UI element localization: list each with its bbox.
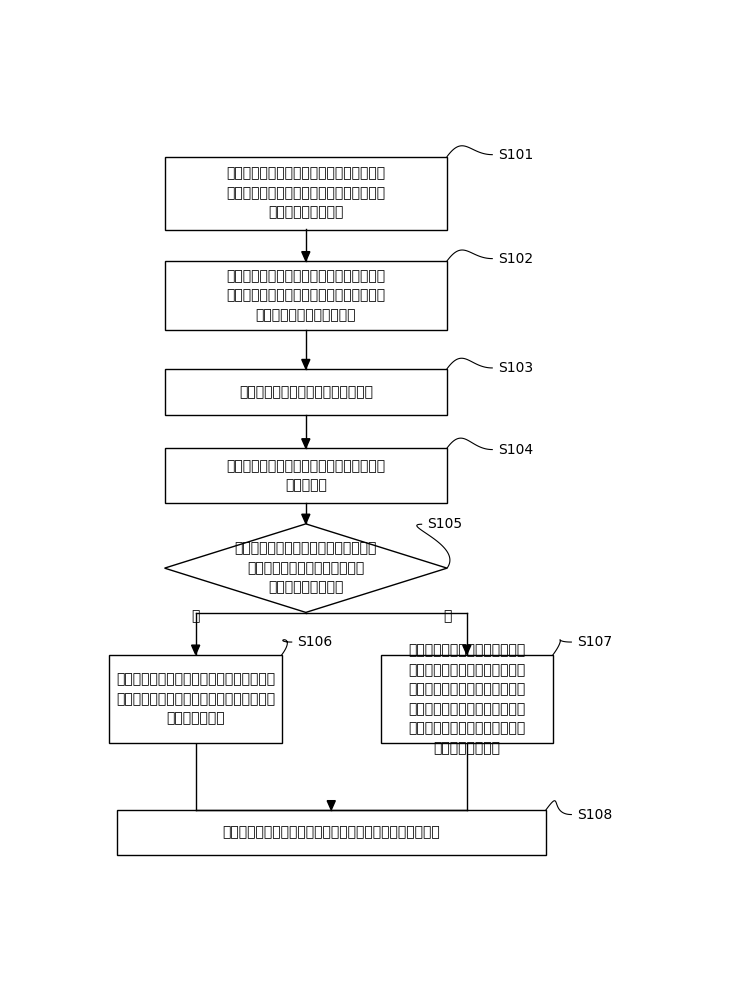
Text: 否: 否 bbox=[443, 610, 451, 624]
Text: S103: S103 bbox=[498, 361, 533, 375]
Bar bbox=[165, 157, 447, 230]
Bar bbox=[109, 655, 282, 743]
Polygon shape bbox=[302, 252, 310, 261]
Text: 获取显示面板在显示最黑画面时对应的第一
寄存器值，以及显示面板在显示最白画面时
对应的第二寄存器值: 获取显示面板在显示最黑画面时对应的第一 寄存器值，以及显示面板在显示最白画面时 … bbox=[226, 167, 386, 220]
Text: S104: S104 bbox=[498, 443, 533, 457]
Text: 根据电阻值对初始伽马电压计算
表格进行调整确定新的伽马电压
计算表格；根据预先确定的显示
面板的各灰阶对应的电压，以及
新的伽马电压计算表格确定各灰
阶对应的寄: 根据电阻值对初始伽马电压计算 表格进行调整确定新的伽马电压 计算表格；根据预先确… bbox=[408, 643, 526, 755]
Polygon shape bbox=[192, 645, 200, 654]
Text: 根据确定的各灰阶对应的寄存器值对显示面板进行伽马烧录: 根据确定的各灰阶对应的寄存器值对显示面板进行伽马烧录 bbox=[222, 825, 440, 839]
Text: S101: S101 bbox=[498, 148, 533, 162]
Text: S105: S105 bbox=[427, 517, 462, 531]
Text: 确定电阻值是否在预设的电阻范围内，
其中预设的电阻范围是显示面板
在设计时参考的范围: 确定电阻值是否在预设的电阻范围内， 其中预设的电阻范围是显示面板 在设计时参考的… bbox=[235, 542, 377, 595]
Polygon shape bbox=[302, 359, 310, 369]
Text: 根据预先确定的显示面板的各灰阶对应的电
压，以及初始伽马电压计算表格确定各灰阶
对应的寄存器值: 根据预先确定的显示面板的各灰阶对应的电 压，以及初始伽马电压计算表格确定各灰阶 … bbox=[116, 673, 276, 726]
Bar bbox=[165, 448, 447, 503]
Polygon shape bbox=[463, 645, 471, 654]
Text: 是: 是 bbox=[192, 610, 200, 624]
Bar bbox=[381, 655, 553, 743]
Polygon shape bbox=[302, 439, 310, 448]
Polygon shape bbox=[327, 801, 335, 810]
Bar bbox=[165, 261, 447, 330]
Text: 根据显示面板预存的初始伽马电压计算表格
确定第一寄存器值对应的第一电压，以及第
二寄存器值对应的第二电压: 根据显示面板预存的初始伽马电压计算表格 确定第一寄存器值对应的第一电压，以及第 … bbox=[226, 269, 386, 322]
Text: 根据第二电压与第一电压的电压差以及电流
计算电阻值: 根据第二电压与第一电压的电压差以及电流 计算电阻值 bbox=[226, 459, 386, 492]
Polygon shape bbox=[165, 524, 447, 612]
Text: S107: S107 bbox=[577, 635, 612, 649]
Bar bbox=[165, 369, 447, 415]
Text: S106: S106 bbox=[297, 635, 332, 649]
Polygon shape bbox=[302, 514, 310, 523]
Bar bbox=[117, 810, 546, 855]
Text: S102: S102 bbox=[498, 252, 533, 266]
Text: 检测所述显示面板的伽马电路的电流: 检测所述显示面板的伽马电路的电流 bbox=[239, 385, 373, 399]
Text: S108: S108 bbox=[577, 808, 612, 822]
